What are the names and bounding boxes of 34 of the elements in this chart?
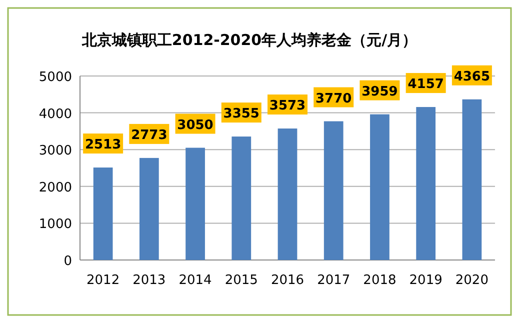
y-tick-label: 1000 <box>38 217 72 232</box>
y-tick-label: 5000 <box>38 70 72 85</box>
x-tick-label: 2014 <box>178 273 212 288</box>
y-tick-label: 0 <box>64 254 72 269</box>
x-tick-label: 2013 <box>132 273 166 288</box>
bar <box>139 158 159 260</box>
y-tick-label: 3000 <box>38 144 72 159</box>
x-tick-label: 2017 <box>317 273 350 288</box>
bar <box>93 168 113 260</box>
data-label: 4365 <box>454 69 490 84</box>
chart-title: 北京城镇职工2012-2020年人均养老金（元/月） <box>80 31 418 49</box>
bar <box>186 148 205 260</box>
bar <box>232 136 252 260</box>
bar <box>324 121 344 260</box>
bar <box>416 107 436 260</box>
y-tick-label: 2000 <box>38 180 72 196</box>
data-label: 3770 <box>316 91 352 106</box>
data-label: 3355 <box>223 106 260 122</box>
x-tick-label: 2020 <box>455 273 488 288</box>
y-tick-label: 4000 <box>38 106 72 122</box>
data-label: 2773 <box>131 128 168 143</box>
x-tick-label: 2012 <box>86 273 120 288</box>
x-tick-label: 2019 <box>409 273 442 288</box>
data-label: 3050 <box>177 118 214 133</box>
bar <box>462 99 482 260</box>
data-label: 2513 <box>84 138 122 153</box>
data-label: 3573 <box>269 98 306 114</box>
bar <box>370 114 390 260</box>
x-tick-label: 2018 <box>363 273 396 288</box>
data-label: 4157 <box>408 77 444 92</box>
x-tick-label: 2015 <box>224 273 258 288</box>
bar <box>278 128 298 260</box>
data-label: 3959 <box>362 84 398 100</box>
x-tick-label: 2016 <box>270 273 304 288</box>
